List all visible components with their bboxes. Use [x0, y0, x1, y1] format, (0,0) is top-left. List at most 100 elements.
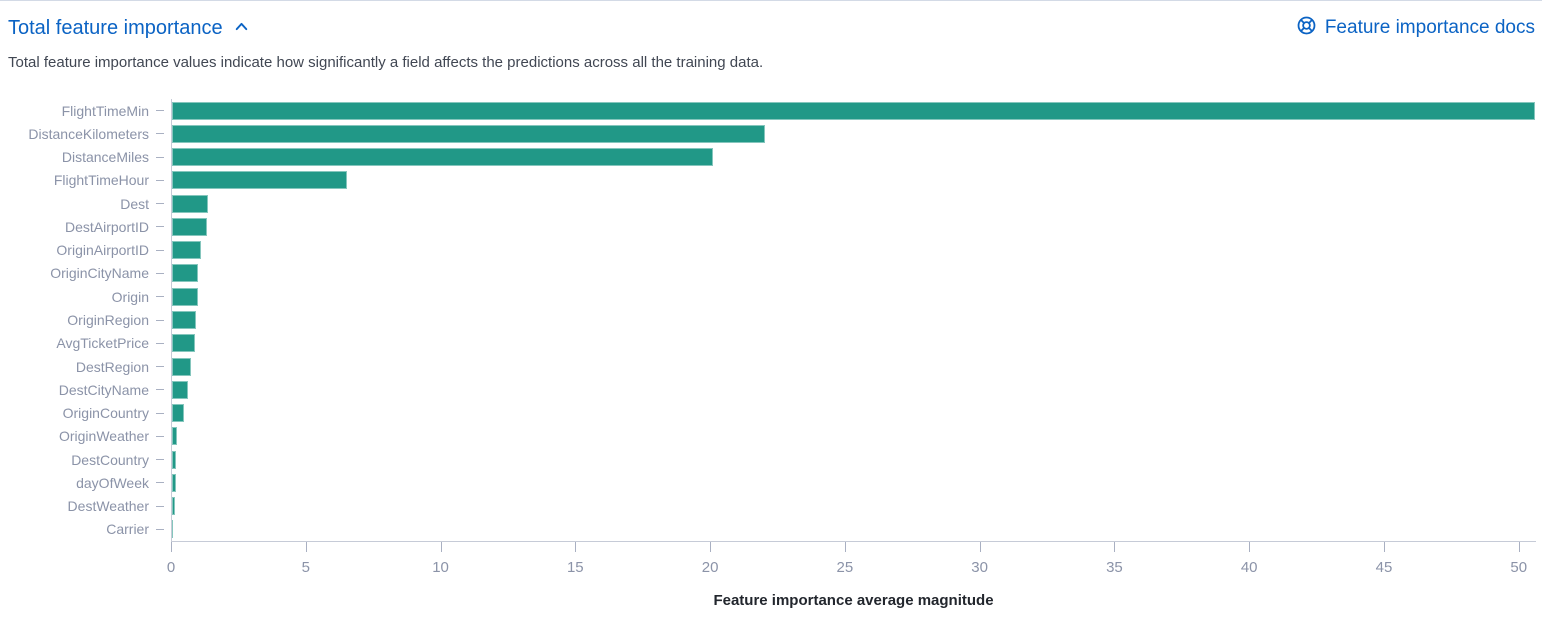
- x-tick-mark: [1518, 542, 1520, 552]
- y-tick-mark: [149, 389, 171, 391]
- importance-bar[interactable]: [172, 264, 199, 283]
- x-tick-mark: [305, 542, 307, 552]
- bar-row: Carrier: [8, 517, 1536, 542]
- bar-row: FlightTimeHour: [8, 168, 1536, 193]
- importance-bar[interactable]: [172, 194, 209, 213]
- importance-bar[interactable]: [172, 148, 714, 167]
- importance-bar[interactable]: [172, 311, 197, 330]
- importance-bar[interactable]: [172, 473, 177, 492]
- y-tick-mark: [149, 319, 171, 321]
- x-tick-label: 0: [166, 559, 176, 576]
- bar-track: [171, 308, 1536, 332]
- bar-row: OriginCityName: [8, 261, 1536, 286]
- importance-bar[interactable]: [172, 520, 174, 539]
- bar-track: [171, 285, 1536, 309]
- panel-title: Total feature importance: [8, 16, 223, 39]
- y-axis-label: Dest: [120, 195, 149, 212]
- bar-row: OriginRegion: [8, 308, 1536, 332]
- bar-row: DestCityName: [8, 378, 1536, 402]
- y-tick-mark: [149, 412, 171, 414]
- importance-bar[interactable]: [172, 450, 177, 469]
- panel-header: Total feature importance Feature importa…: [8, 14, 1535, 42]
- bar-row: Dest: [8, 192, 1536, 216]
- y-tick-mark: [149, 249, 171, 251]
- x-tick-mark: [575, 542, 577, 552]
- bar-track: [171, 447, 1536, 472]
- y-tick-mark: [149, 459, 171, 461]
- bar-row: FlightTimeMin: [8, 99, 1536, 123]
- y-axis-label: DestRegion: [75, 358, 149, 375]
- bar-row: DistanceKilometers: [8, 122, 1536, 146]
- importance-bar[interactable]: [172, 334, 195, 353]
- bar-track: [171, 192, 1536, 216]
- x-tick-mark: [979, 542, 981, 552]
- bar-track: [171, 354, 1536, 379]
- bar-track: [171, 494, 1536, 518]
- bar-track: [171, 261, 1536, 286]
- bar-track: [171, 471, 1536, 495]
- x-tick-mark: [710, 542, 712, 552]
- importance-bar[interactable]: [172, 287, 198, 306]
- y-axis-label: DestAirportID: [64, 218, 149, 235]
- importance-bar[interactable]: [172, 171, 348, 190]
- bar-row: OriginCountry: [8, 401, 1536, 425]
- bar-row: DestWeather: [8, 494, 1536, 518]
- x-axis: 0 5 10 15 20 25 30 35 40 45 50: [167, 541, 1536, 585]
- feature-importance-docs-link[interactable]: Feature importance docs: [1296, 15, 1535, 42]
- bar-track: [171, 424, 1536, 448]
- y-axis-label: DestCityName: [58, 381, 149, 398]
- importance-bar[interactable]: [172, 217, 208, 236]
- y-tick-mark: [149, 179, 171, 181]
- feature-importance-chart: FlightTimeMin DistanceKilometers DistanceM…: [8, 99, 1536, 609]
- bar-row: OriginWeather: [8, 424, 1536, 448]
- y-axis-label: OriginWeather: [58, 428, 149, 445]
- y-tick-mark: [149, 366, 171, 368]
- importance-bar[interactable]: [172, 404, 184, 423]
- x-tick-mark: [1383, 542, 1385, 552]
- y-axis-label: OriginRegion: [67, 312, 149, 329]
- bar-row: Origin: [8, 285, 1536, 309]
- importance-bar[interactable]: [172, 357, 192, 376]
- x-tick-label: 35: [1106, 559, 1123, 576]
- y-axis-label: DestCountry: [71, 451, 149, 468]
- chevron-up-icon: [233, 15, 250, 41]
- y-tick-mark: [149, 505, 171, 507]
- importance-bar[interactable]: [172, 241, 201, 260]
- bar-row: OriginAirportID: [8, 238, 1536, 262]
- bar-track: [171, 517, 1536, 542]
- section-collapse-toggle[interactable]: Total feature importance: [8, 15, 250, 41]
- bar-track: [171, 122, 1536, 146]
- bar-row: DestRegion: [8, 354, 1536, 379]
- y-tick-mark: [149, 203, 171, 205]
- importance-bar[interactable]: [172, 101, 1535, 120]
- importance-bar[interactable]: [172, 427, 178, 446]
- y-axis-label: OriginAirportID: [56, 242, 149, 259]
- y-axis-label: AvgTicketPrice: [56, 335, 149, 352]
- docs-link-label: Feature importance docs: [1324, 17, 1535, 38]
- bar-track: [171, 145, 1536, 169]
- y-tick-mark: [149, 528, 171, 530]
- x-tick-mark: [171, 542, 172, 552]
- y-tick-mark: [149, 226, 171, 228]
- bar-track: [171, 168, 1536, 193]
- y-axis-label: OriginCityName: [50, 265, 149, 282]
- importance-bar[interactable]: [172, 380, 189, 399]
- importance-bar[interactable]: [172, 497, 176, 516]
- bar-row: DestCountry: [8, 447, 1536, 472]
- x-tick-mark: [440, 542, 442, 552]
- bar-track: [171, 378, 1536, 402]
- y-axis-label: DistanceMiles: [61, 149, 149, 166]
- importance-bar[interactable]: [172, 124, 765, 143]
- x-axis-title: Feature importance average magnitude: [713, 592, 994, 609]
- x-tick-label: 40: [1240, 559, 1258, 576]
- x-tick-label: 50: [1510, 559, 1528, 576]
- bar-track: [171, 331, 1536, 355]
- bar-row: AvgTicketPrice: [8, 331, 1536, 355]
- y-axis-label: FlightTimeHour: [53, 172, 149, 189]
- y-axis-label: DistanceKilometers: [28, 125, 149, 142]
- x-tick-label: 5: [301, 559, 310, 576]
- y-axis-label: FlightTimeMin: [61, 102, 149, 119]
- bar-row: DistanceMiles: [8, 145, 1536, 169]
- y-axis-label: Carrier: [106, 521, 149, 538]
